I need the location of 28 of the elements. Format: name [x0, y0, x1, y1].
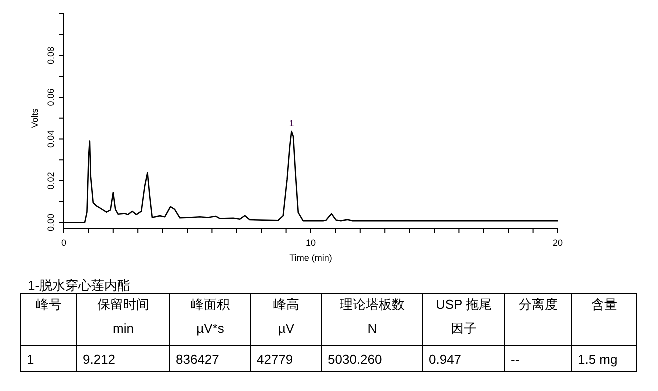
- text: 5030.260: [328, 352, 382, 367]
- y-tick-label: 0.00: [46, 214, 56, 232]
- y-axis-title: Volts: [30, 108, 40, 128]
- text: 1.5 mg: [578, 352, 618, 367]
- text: USP 拖尾因子: [436, 297, 492, 336]
- text: 836427: [176, 352, 220, 367]
- text: 分离度: [519, 297, 558, 312]
- text: 峰高 µV: [274, 297, 300, 336]
- y-tick-label: 0.08: [46, 46, 56, 65]
- annotation: 1: [289, 118, 294, 129]
- text: 42779: [257, 352, 294, 367]
- x-tick-label: 0: [61, 238, 67, 248]
- x-tick-label: 10: [306, 238, 316, 248]
- text: 峰号: [36, 297, 62, 312]
- text: 含量: [592, 297, 618, 312]
- x-axis-title: Time (min): [290, 253, 332, 263]
- text: 理论塔板数 N: [340, 297, 405, 336]
- text: 峰面积 µV*s: [191, 297, 230, 336]
- text: --: [511, 352, 520, 367]
- text: 0.947: [429, 352, 462, 367]
- x-tick-label: 20: [552, 238, 564, 248]
- y-tick-label: 0.06: [46, 88, 56, 106]
- y-tick-label: 0.02: [46, 172, 56, 190]
- text: 保留时间 min: [98, 297, 150, 336]
- text: 1: [27, 352, 34, 367]
- y-tick-label: 0.04: [46, 130, 56, 148]
- text: 1-脱水穿心莲内酯: [28, 278, 131, 293]
- text: 9.212: [83, 352, 116, 367]
